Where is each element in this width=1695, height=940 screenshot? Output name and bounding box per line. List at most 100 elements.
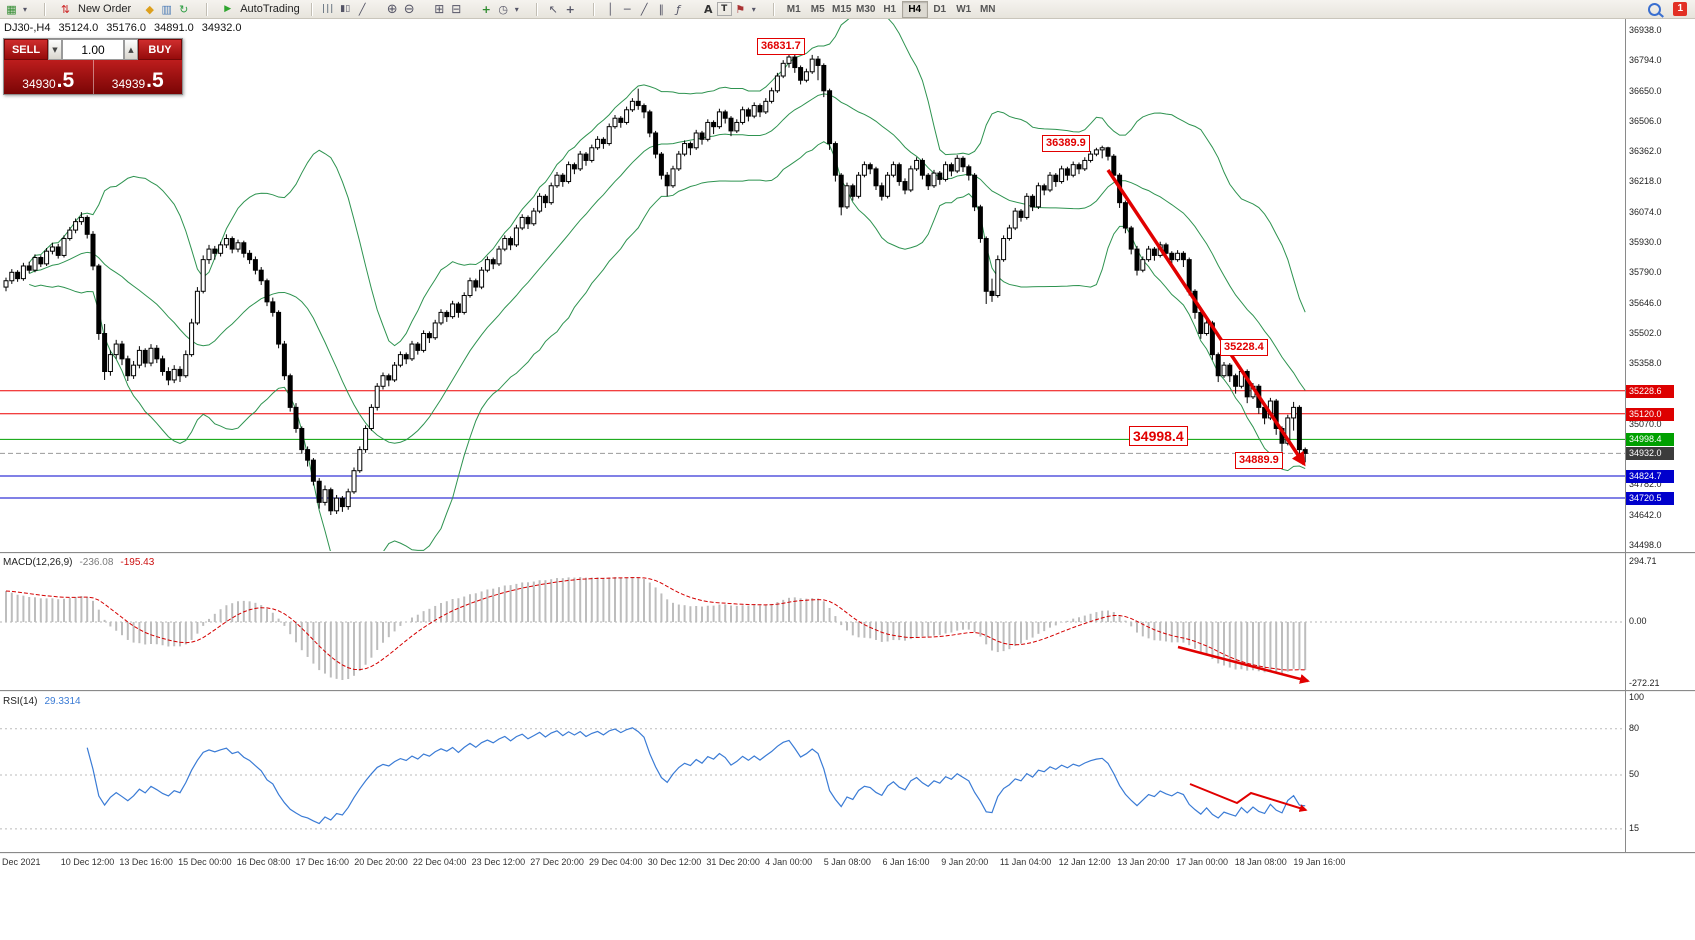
text-label-icon[interactable]: T bbox=[716, 2, 732, 16]
candle bbox=[78, 212, 84, 225]
candle bbox=[380, 372, 386, 390]
candle bbox=[537, 193, 543, 214]
toolbar: ▦ ▾ ⇅ New Order ◆ ▥ ↻ ▶ AutoTrading ||| … bbox=[0, 0, 1695, 19]
volume-input[interactable] bbox=[62, 39, 124, 60]
volume-increase-button[interactable]: ▲ bbox=[124, 39, 138, 60]
vertical-line-icon[interactable]: │ bbox=[606, 2, 614, 16]
candle bbox=[1302, 447, 1308, 463]
templates-dropdown-icon[interactable]: ▾ bbox=[514, 4, 519, 14]
timeframe-m5[interactable]: M5 bbox=[810, 3, 825, 15]
candle bbox=[1215, 352, 1221, 383]
cursor-icon[interactable]: ↖ bbox=[548, 2, 558, 16]
buy-price[interactable]: 34939.5 bbox=[94, 60, 183, 94]
candle bbox=[571, 162, 577, 175]
candle bbox=[438, 309, 444, 326]
candle bbox=[113, 339, 119, 359]
candle bbox=[937, 170, 943, 185]
new-chart-icon[interactable]: ▦ bbox=[6, 2, 17, 16]
sell-price-main: 34930 bbox=[22, 77, 56, 91]
trendline-icon[interactable]: ╱ bbox=[640, 2, 648, 16]
rsi-label: RSI(14) 29.3314 bbox=[3, 696, 81, 707]
refresh-icon[interactable]: ↻ bbox=[179, 2, 189, 16]
candle bbox=[919, 158, 925, 180]
candle bbox=[148, 344, 154, 367]
chart-dropdown-icon[interactable]: ▾ bbox=[22, 4, 27, 14]
rsi-panel-separator[interactable] bbox=[0, 690, 1695, 692]
candle bbox=[247, 250, 253, 264]
market-watch-icon[interactable]: ▥ bbox=[161, 2, 172, 16]
zoom-group: ⊕ ⊖ bbox=[384, 0, 418, 18]
candle bbox=[1151, 246, 1157, 261]
new-order-button[interactable]: ⇅ New Order bbox=[50, 1, 138, 18]
macd-panel-separator[interactable] bbox=[0, 552, 1695, 554]
periods-clock-icon[interactable]: ◷ bbox=[498, 2, 509, 16]
candle bbox=[357, 446, 363, 473]
candle bbox=[542, 194, 548, 208]
timeframe-m1[interactable]: M1 bbox=[786, 3, 801, 15]
search-icon[interactable] bbox=[1648, 2, 1662, 16]
shapes-dropdown-icon[interactable]: ▾ bbox=[751, 4, 756, 14]
candle bbox=[252, 256, 258, 275]
tile-windows-icon[interactable]: ⊞ bbox=[434, 2, 445, 16]
candle bbox=[508, 236, 514, 251]
candle bbox=[751, 102, 757, 119]
candle bbox=[1030, 194, 1036, 212]
buy-button[interactable]: BUY bbox=[138, 39, 182, 60]
sell-price-frac: .5 bbox=[56, 69, 75, 92]
timeframe-m30[interactable]: M30 bbox=[855, 3, 876, 15]
rsi-line bbox=[86, 727, 1306, 825]
timeframe-h1[interactable]: H1 bbox=[883, 3, 897, 15]
candle bbox=[1041, 183, 1047, 196]
candle bbox=[496, 245, 502, 266]
autotrading-button[interactable]: ▶ AutoTrading bbox=[212, 1, 307, 18]
candle bbox=[827, 88, 833, 150]
crosshair-icon[interactable]: + bbox=[565, 2, 575, 16]
line-chart-icon[interactable]: ╱ bbox=[358, 2, 366, 16]
timeframe-w1[interactable]: W1 bbox=[956, 3, 972, 15]
equidistant-channel-icon[interactable]: ∥ bbox=[658, 2, 664, 16]
bar-chart-icon[interactable]: ||| bbox=[322, 4, 335, 14]
macd-arrow[interactable] bbox=[1177, 645, 1310, 684]
candle bbox=[844, 182, 850, 209]
volume-decrease-button[interactable]: ▼ bbox=[48, 39, 62, 60]
candle bbox=[73, 218, 79, 234]
candle bbox=[606, 123, 612, 146]
horizontal-line-icon[interactable]: ─ bbox=[623, 2, 631, 16]
timeframe-h4[interactable]: H4 bbox=[901, 0, 928, 18]
indicators-add-icon[interactable]: + bbox=[481, 2, 491, 16]
candle bbox=[119, 340, 125, 366]
arrows-tool-icon[interactable]: ⚑ bbox=[735, 2, 746, 16]
candlestick-chart-icon[interactable]: ▮▯ bbox=[340, 4, 351, 14]
candle bbox=[867, 162, 873, 175]
fibonacci-icon[interactable]: ƒ bbox=[676, 2, 681, 16]
candle bbox=[1082, 157, 1088, 171]
timeframes-group: M1 M5 M15 M30 H1 H4 D1 W1 MN bbox=[782, 0, 1000, 18]
text-icon[interactable]: A bbox=[703, 2, 713, 16]
candle bbox=[763, 98, 769, 115]
sell-button[interactable]: SELL bbox=[4, 39, 48, 60]
candle bbox=[734, 119, 740, 133]
timeframe-mn[interactable]: MN bbox=[979, 3, 996, 15]
metaeditor-icon[interactable]: ◆ bbox=[145, 2, 154, 16]
candle bbox=[948, 162, 954, 177]
candle bbox=[1180, 251, 1186, 268]
rsi-layer bbox=[0, 727, 1625, 830]
zoom-in-icon[interactable]: ⊕ bbox=[386, 1, 398, 17]
candle bbox=[1088, 150, 1094, 163]
candle bbox=[641, 103, 647, 119]
toolbar-separator bbox=[206, 2, 209, 16]
sell-price[interactable]: 34930.5 bbox=[4, 60, 93, 94]
timeframe-d1[interactable]: D1 bbox=[933, 3, 947, 15]
timeframe-m15[interactable]: M15 bbox=[831, 3, 852, 15]
cascade-windows-icon[interactable]: ⊟ bbox=[451, 2, 462, 16]
candle bbox=[1105, 146, 1111, 161]
candle bbox=[595, 136, 601, 150]
candle bbox=[1122, 200, 1128, 234]
trend-arrow[interactable] bbox=[1106, 169, 1306, 467]
rsi-arrow[interactable] bbox=[1189, 783, 1308, 812]
zoom-out-icon[interactable]: ⊖ bbox=[403, 1, 415, 17]
candle bbox=[455, 301, 461, 318]
notification-badge[interactable]: 1 bbox=[1673, 2, 1687, 16]
